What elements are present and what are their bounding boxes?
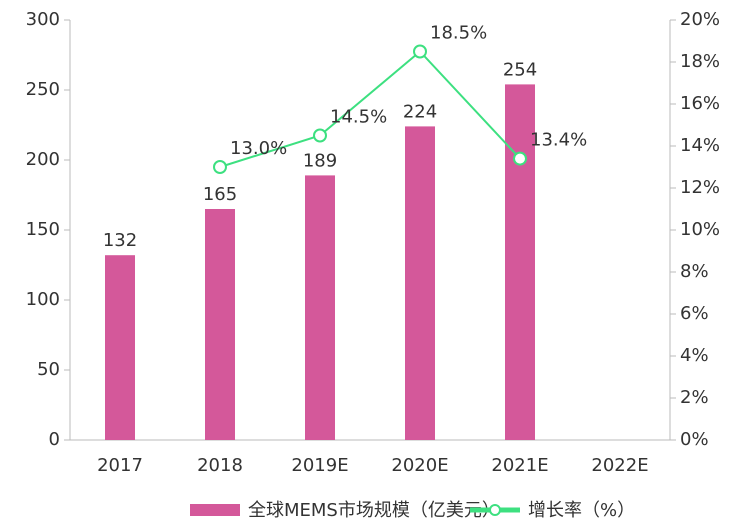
growth-label: 13.4% <box>530 130 587 151</box>
y2-tick-label: 6% <box>680 303 709 324</box>
y-tick-label: 50 <box>37 359 60 380</box>
y2-tick-label: 4% <box>680 345 709 366</box>
legend-marker <box>489 504 501 516</box>
growth-point <box>313 128 327 143</box>
bar-label: 132 <box>103 230 137 251</box>
growth-point <box>513 151 527 166</box>
bar <box>505 84 535 441</box>
y-tick-label: 100 <box>26 289 60 310</box>
growth-point <box>213 160 227 174</box>
legend-swatch <box>190 504 240 516</box>
y2-tick-label: 8% <box>680 261 709 282</box>
x-tick-label: 2022E <box>591 455 648 476</box>
y2-tick-label: 12% <box>680 177 720 198</box>
y-tick-label: 250 <box>26 79 60 100</box>
y2-tick-label: 18% <box>680 51 720 72</box>
y2-tick-label: 20% <box>680 9 720 30</box>
bar-label: 224 <box>403 101 437 122</box>
y2-tick-label: 2% <box>680 387 709 408</box>
y2-tick-label: 14% <box>680 135 720 156</box>
growth-line <box>219 50 521 168</box>
x-tick-label: 2019E <box>291 455 348 476</box>
bar <box>305 175 335 440</box>
bar-label: 189 <box>303 150 337 171</box>
bar <box>405 126 435 441</box>
growth-point <box>413 44 427 59</box>
y-tick-label: 150 <box>26 219 60 240</box>
growth-label: 13.0% <box>230 138 287 159</box>
x-tick-label: 2020E <box>391 455 448 476</box>
y2-tick-label: 16% <box>680 93 720 114</box>
y-tick-label: 0 <box>49 429 60 450</box>
y-tick-label: 200 <box>26 149 60 170</box>
legend-label: 增长率（%） <box>528 500 635 521</box>
bar <box>105 255 135 440</box>
growth-label: 14.5% <box>330 107 387 128</box>
legend-label: 全球MEMS市场规模（亿美元） <box>248 500 500 521</box>
x-tick-label: 2018 <box>197 455 243 476</box>
y-tick-label: 300 <box>26 9 60 30</box>
y2-tick-label: 0% <box>680 429 709 450</box>
growth-label: 18.5% <box>430 23 487 44</box>
y2-tick-label: 10% <box>680 219 720 240</box>
bar-label: 254 <box>503 59 537 80</box>
bar <box>205 209 235 440</box>
bar-label: 165 <box>203 184 237 205</box>
x-tick-label: 2021E <box>491 455 548 476</box>
x-tick-label: 2017 <box>97 455 143 476</box>
